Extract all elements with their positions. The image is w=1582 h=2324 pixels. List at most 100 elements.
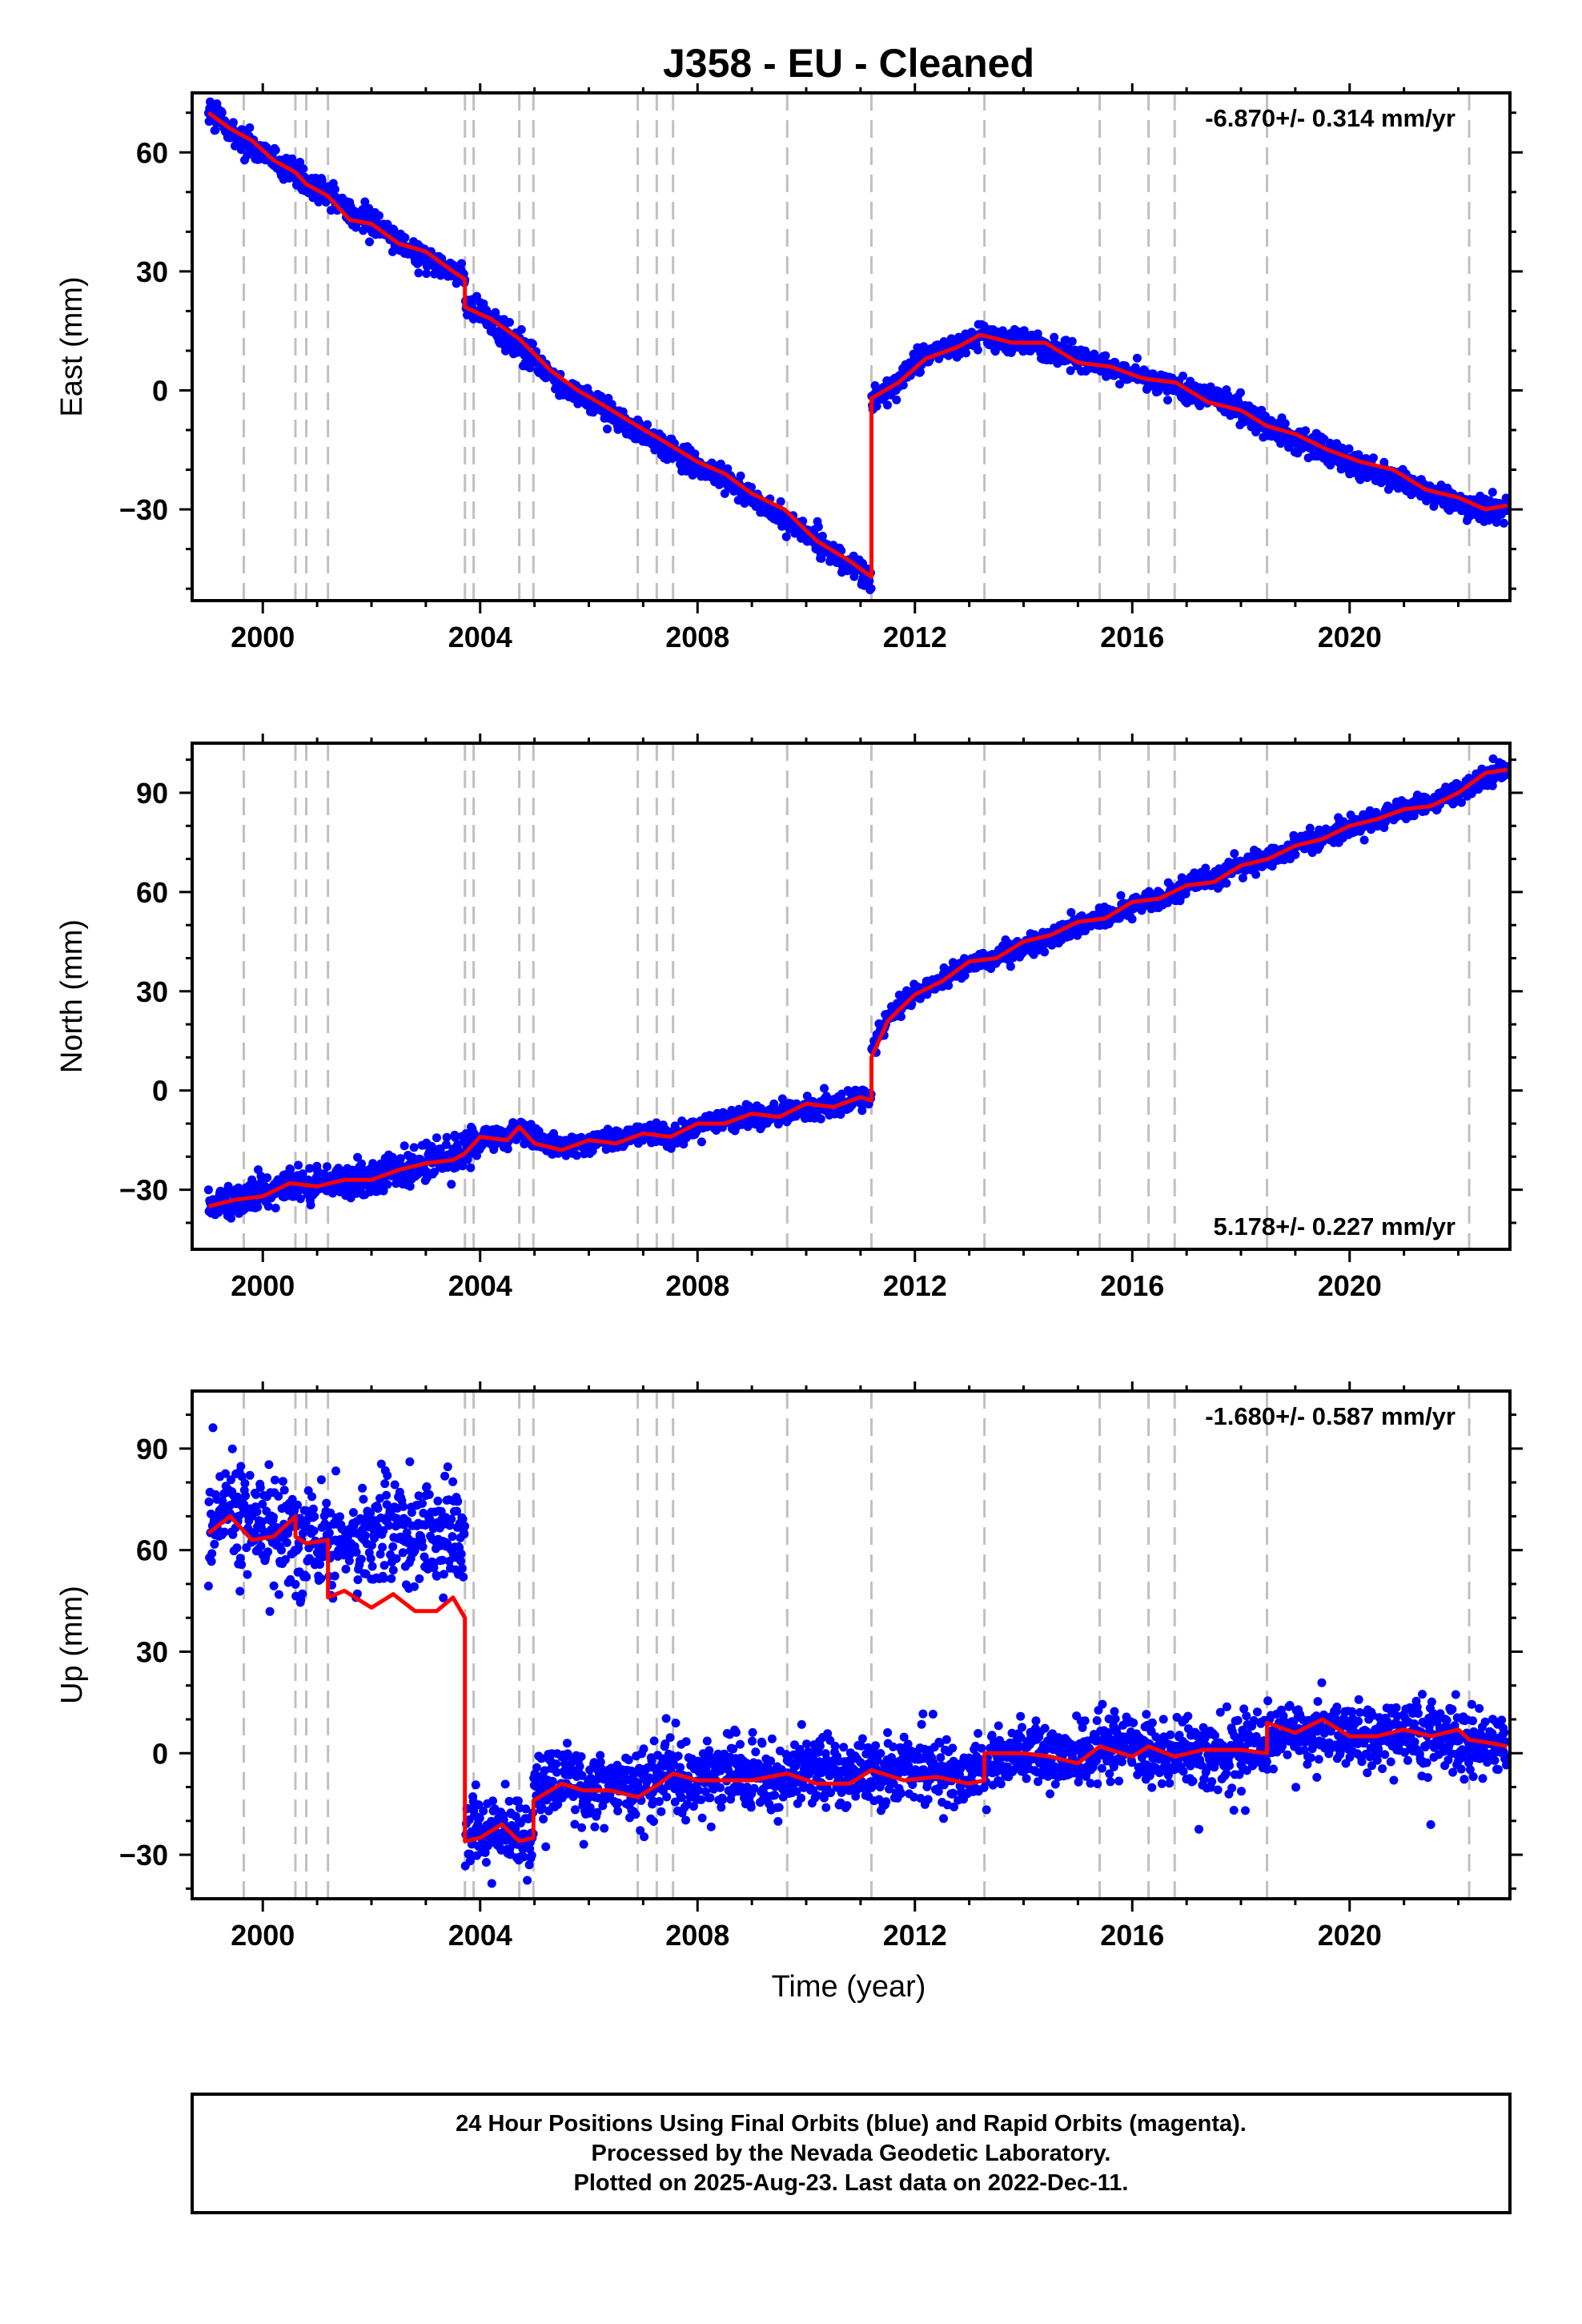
data-point: [1359, 835, 1369, 845]
data-point: [528, 339, 537, 348]
data-point: [236, 1462, 246, 1471]
data-point: [1066, 366, 1075, 376]
data-point: [1488, 488, 1497, 497]
data-point: [235, 1586, 245, 1596]
data-point: [572, 1151, 581, 1160]
data-point: [1047, 940, 1057, 950]
data-point: [432, 1133, 441, 1143]
data-point: [813, 522, 823, 532]
data-point: [1291, 850, 1300, 859]
data-point: [1501, 493, 1510, 503]
data-point: [255, 1483, 265, 1492]
data-point: [211, 126, 220, 135]
panel-north: 2000 2004 2008 2012 2016 2020−300306090North …: [55, 734, 1523, 1302]
daily-positions: [203, 754, 1510, 1223]
data-point: [353, 1152, 363, 1162]
data-point: [922, 990, 932, 999]
data-point: [263, 1173, 272, 1183]
data-point: [295, 1194, 305, 1204]
data-point: [240, 1478, 250, 1488]
x-tick-label: 2016: [1100, 621, 1164, 653]
data-point: [237, 1472, 247, 1482]
data-point: [962, 348, 971, 358]
panels: 2000 2004 2008 2012 2016 2020 −30 0 30 60 East (mm…: [55, 83, 1523, 1952]
data-point: [271, 145, 280, 155]
data-point: [253, 1202, 263, 1212]
data-point: [258, 1499, 267, 1509]
data-point: [207, 1557, 216, 1566]
data-point: [441, 1140, 451, 1149]
data-point: [588, 1146, 597, 1156]
data-point: [256, 1542, 266, 1551]
x-tick-label: 2012: [883, 621, 947, 653]
data-point: [820, 1084, 829, 1093]
y-tick-label: −30: [119, 493, 168, 526]
x-tick-label: 2020: [1318, 1269, 1382, 1302]
y-tick-label: 60: [136, 876, 168, 909]
data-point: [503, 1144, 512, 1154]
data-point: [1006, 962, 1015, 971]
data-point: [422, 269, 432, 279]
data-point: [208, 1423, 218, 1433]
data-point: [400, 1141, 409, 1151]
data-point: [643, 420, 652, 429]
data-point: [295, 158, 305, 167]
x-tick-label: 2020: [1318, 621, 1382, 653]
data-point: [245, 1470, 255, 1480]
y-tick-label: 0: [152, 374, 168, 407]
data-point: [263, 1547, 273, 1557]
data-point: [872, 401, 881, 411]
data-point: [217, 108, 227, 118]
data-point: [265, 1606, 275, 1616]
data-point: [306, 1200, 315, 1210]
data-point: [1163, 396, 1172, 405]
x-tick-label: 2004: [448, 621, 512, 653]
x-tick-label: 2000: [231, 621, 295, 653]
data-point: [252, 1507, 262, 1517]
y-axis-label: East (mm): [55, 276, 89, 416]
y-tick-label: −30: [119, 1174, 168, 1207]
data-point: [237, 1560, 247, 1570]
data-point: [357, 1159, 367, 1168]
data-point: [264, 1460, 274, 1470]
data-point: [233, 1492, 243, 1502]
data-point: [883, 400, 892, 410]
y-tick-label: 30: [136, 975, 168, 1008]
data-point: [203, 1185, 213, 1195]
data-point: [299, 164, 308, 174]
data-point: [277, 1546, 286, 1555]
data-point: [228, 1530, 238, 1539]
data-point: [505, 318, 514, 327]
data-point: [330, 184, 339, 194]
data-point: [1355, 475, 1365, 485]
data-point: [973, 345, 982, 355]
data-point: [204, 1497, 214, 1506]
data-point: [294, 1160, 303, 1170]
data-point: [1344, 444, 1354, 453]
data-point: [1503, 506, 1510, 516]
data-point: [228, 118, 238, 127]
data-point: [232, 1543, 242, 1553]
data-point: [451, 1132, 460, 1142]
data-point: [897, 1012, 905, 1021]
data-point: [241, 1491, 251, 1501]
data-point: [389, 225, 399, 235]
data-point: [1132, 353, 1142, 363]
data-point: [400, 233, 410, 243]
data-point: [723, 464, 733, 473]
data-point: [1067, 336, 1077, 346]
x-tick-label: 2012: [883, 1269, 947, 1302]
data-point: [447, 1180, 456, 1189]
x-tick-label: 2004: [448, 1269, 512, 1302]
y-tick-label: 60: [136, 136, 168, 169]
x-tick-label: 2008: [665, 1269, 729, 1302]
y-axis: −30 0 30 60 East (mm): [55, 111, 1523, 590]
data-point: [1066, 907, 1076, 917]
data-point: [203, 1582, 213, 1590]
data-point: [1178, 372, 1188, 380]
plot-frame: [191, 742, 1512, 1251]
y-tick-label: 30: [136, 255, 168, 288]
data-point: [466, 1163, 476, 1172]
data-point: [866, 584, 876, 593]
